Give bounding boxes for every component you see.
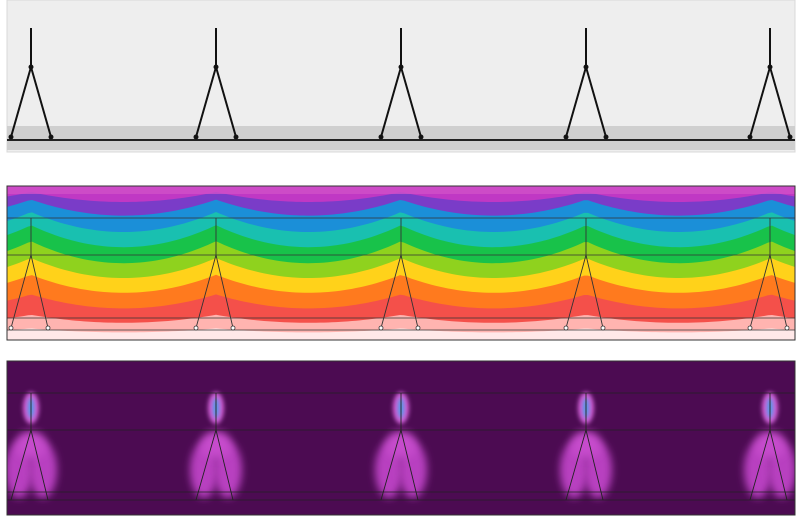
support-outline — [380, 218, 419, 329]
support-outline — [565, 393, 604, 501]
support-node — [415, 325, 421, 331]
support-node — [600, 325, 606, 331]
support-node — [563, 325, 569, 331]
support-outline — [749, 218, 788, 329]
temperature-panel — [6, 185, 796, 341]
support-node — [213, 64, 219, 70]
flux-blob — [15, 431, 47, 459]
support-node — [233, 134, 239, 140]
flux-blob — [385, 431, 417, 459]
flux-blob — [570, 431, 602, 459]
flux-frame — [6, 360, 796, 516]
support-outline — [195, 218, 234, 329]
support-node — [418, 134, 424, 140]
geometry-panel — [6, 0, 796, 153]
support-node — [193, 134, 199, 140]
band — [7, 186, 795, 194]
support-node — [378, 134, 384, 140]
support-node — [8, 134, 14, 140]
flux-field — [7, 392, 795, 501]
floor-slab — [7, 126, 795, 150]
support-node — [784, 325, 790, 331]
support-outline — [380, 393, 419, 501]
support-node — [583, 64, 589, 70]
support-node — [28, 64, 34, 70]
support-node — [563, 134, 569, 140]
support-node — [8, 325, 14, 331]
support-outline — [749, 393, 788, 501]
flux-blob — [200, 431, 232, 459]
support-node — [48, 134, 54, 140]
support-node — [787, 134, 793, 140]
support-node — [767, 64, 773, 70]
support-node — [398, 64, 404, 70]
temperature-field — [7, 186, 795, 340]
support-node — [45, 325, 51, 331]
support-outline — [10, 218, 49, 329]
support-node — [747, 325, 753, 331]
support-node — [230, 325, 236, 331]
temperature-frame — [6, 185, 796, 341]
support-node — [378, 325, 384, 331]
support-node — [603, 134, 609, 140]
support-node — [747, 134, 753, 140]
flux-panel — [6, 360, 796, 516]
support-node — [193, 325, 199, 331]
support-outline — [565, 218, 604, 329]
support-outline — [195, 393, 234, 501]
flux-blob — [754, 431, 786, 459]
support-outline — [10, 393, 49, 501]
